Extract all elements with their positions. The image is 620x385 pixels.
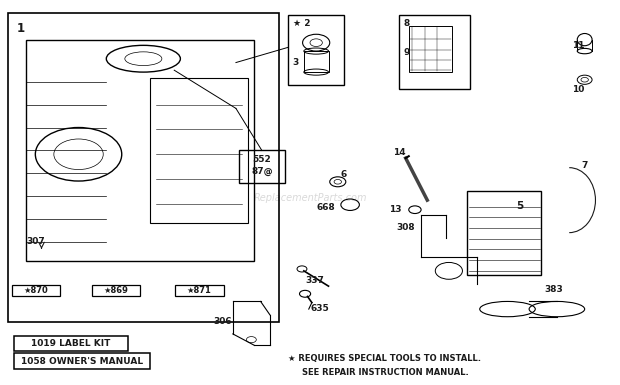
Bar [7, 13, 279, 323]
Bar [14, 336, 128, 351]
Text: ★870: ★870 [23, 286, 48, 295]
Text: 337: 337 [305, 276, 324, 285]
Text: 1058 OWNER'S MANUAL: 1058 OWNER'S MANUAL [20, 357, 143, 366]
Text: ★ 2: ★ 2 [293, 19, 310, 28]
Text: 6: 6 [341, 170, 347, 179]
Text: 11: 11 [572, 41, 585, 50]
Text: 8: 8 [404, 19, 410, 28]
Bar [175, 285, 224, 296]
Text: 7: 7 [582, 161, 588, 170]
Bar [239, 151, 285, 183]
Bar [12, 285, 60, 296]
Text: 1019 LABEL KIT: 1019 LABEL KIT [32, 339, 111, 348]
Text: ★871: ★871 [187, 286, 211, 295]
Text: 668: 668 [316, 203, 335, 212]
Bar [149, 78, 248, 223]
Text: ★ REQUIRES SPECIAL TOOLS TO INSTALL.: ★ REQUIRES SPECIAL TOOLS TO INSTALL. [288, 354, 481, 363]
Bar [288, 15, 344, 85]
Bar [399, 15, 471, 89]
Text: 306: 306 [213, 317, 232, 326]
Text: 14: 14 [393, 148, 406, 157]
Text: 10: 10 [572, 85, 585, 94]
Bar [26, 40, 254, 261]
Text: 552: 552 [252, 155, 271, 164]
Text: 9: 9 [404, 49, 410, 57]
Text: SEE REPAIR INSTRUCTION MANUAL.: SEE REPAIR INSTRUCTION MANUAL. [302, 368, 469, 377]
Text: 87@: 87@ [251, 167, 273, 176]
Text: 13: 13 [389, 205, 401, 214]
Text: 3: 3 [293, 58, 299, 67]
Bar [304, 51, 329, 72]
Bar [467, 191, 541, 275]
Text: 1: 1 [17, 22, 25, 35]
Bar [409, 26, 452, 72]
Text: 5: 5 [516, 201, 523, 211]
Bar [14, 353, 149, 369]
Text: ReplacementParts.com: ReplacementParts.com [253, 193, 367, 203]
Text: 307: 307 [26, 237, 45, 246]
Text: 308: 308 [396, 223, 415, 232]
Bar [92, 285, 140, 296]
Text: ★869: ★869 [103, 286, 128, 295]
Text: 383: 383 [544, 285, 563, 295]
Text: 635: 635 [311, 304, 329, 313]
